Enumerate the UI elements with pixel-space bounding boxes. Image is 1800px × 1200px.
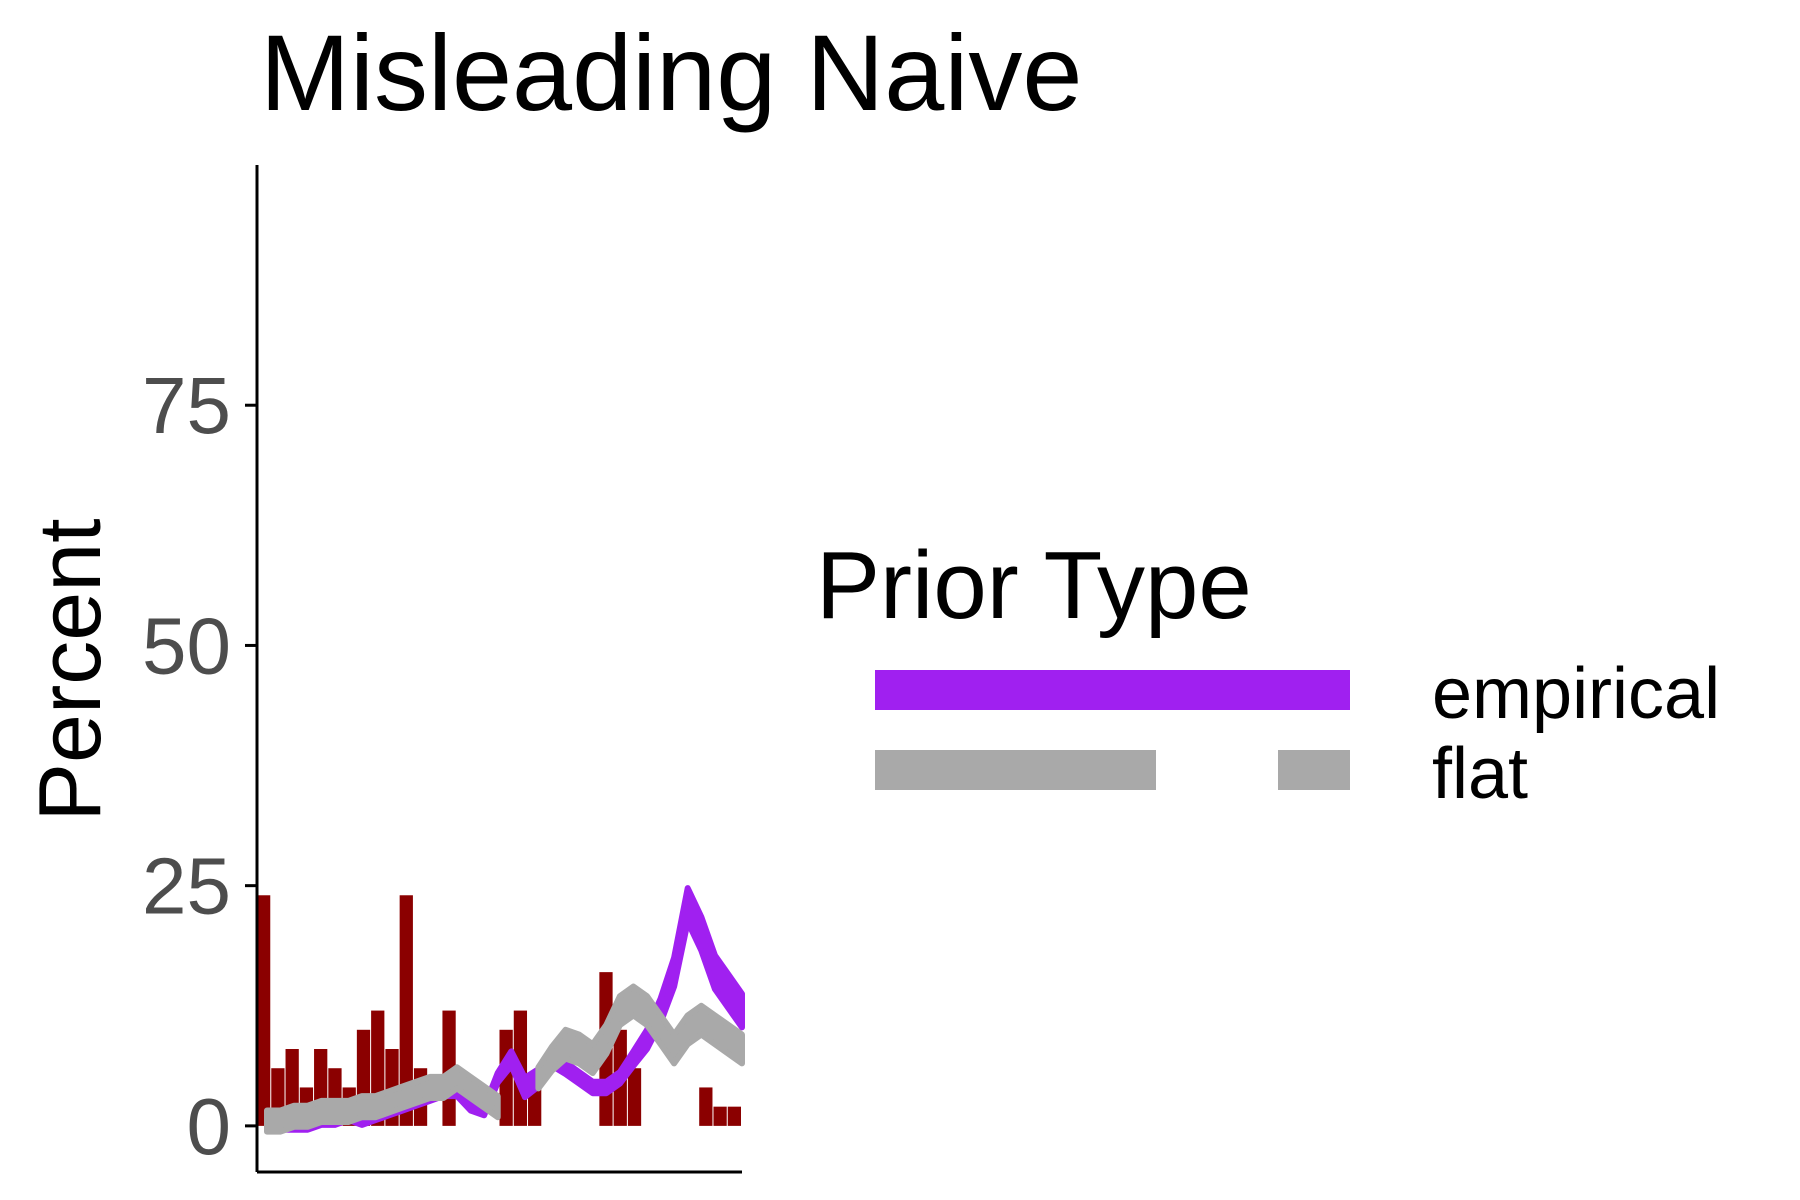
histogram-bar: [727, 1106, 741, 1126]
legend-label-empirical: empirical: [1432, 654, 1720, 734]
y-ticks: 0 25 50 75: [142, 361, 257, 1171]
legend-swatch-flat: [1278, 750, 1350, 790]
y-tick-label: 0: [187, 1082, 232, 1171]
series-line-flat: [264, 1064, 501, 1135]
y-tick-label: 75: [142, 361, 231, 450]
legend-title: Prior Type: [816, 532, 1252, 639]
chart-title: Misleading Naive: [260, 12, 1082, 133]
y-tick-label: 50: [142, 601, 231, 690]
histogram-bar: [699, 1087, 713, 1126]
bars-layer: [257, 895, 741, 1126]
histogram-bar: [528, 1087, 542, 1126]
series-line-flat: [535, 983, 745, 1092]
histogram-bar: [399, 895, 413, 1126]
legend-swatch-empirical: [875, 670, 1350, 710]
y-tick-label: 25: [142, 842, 231, 931]
legend-swatch-flat: [875, 750, 1156, 790]
y-axis-label: Percent: [20, 518, 119, 821]
histogram-bar: [627, 1068, 642, 1126]
legend: Prior Type empirical flat: [816, 532, 1720, 814]
lines-layer: [264, 885, 745, 1135]
histogram-bar: [257, 895, 271, 1126]
plot-area: [257, 885, 745, 1135]
legend-label-flat: flat: [1432, 734, 1528, 814]
histogram-bar: [713, 1106, 727, 1126]
